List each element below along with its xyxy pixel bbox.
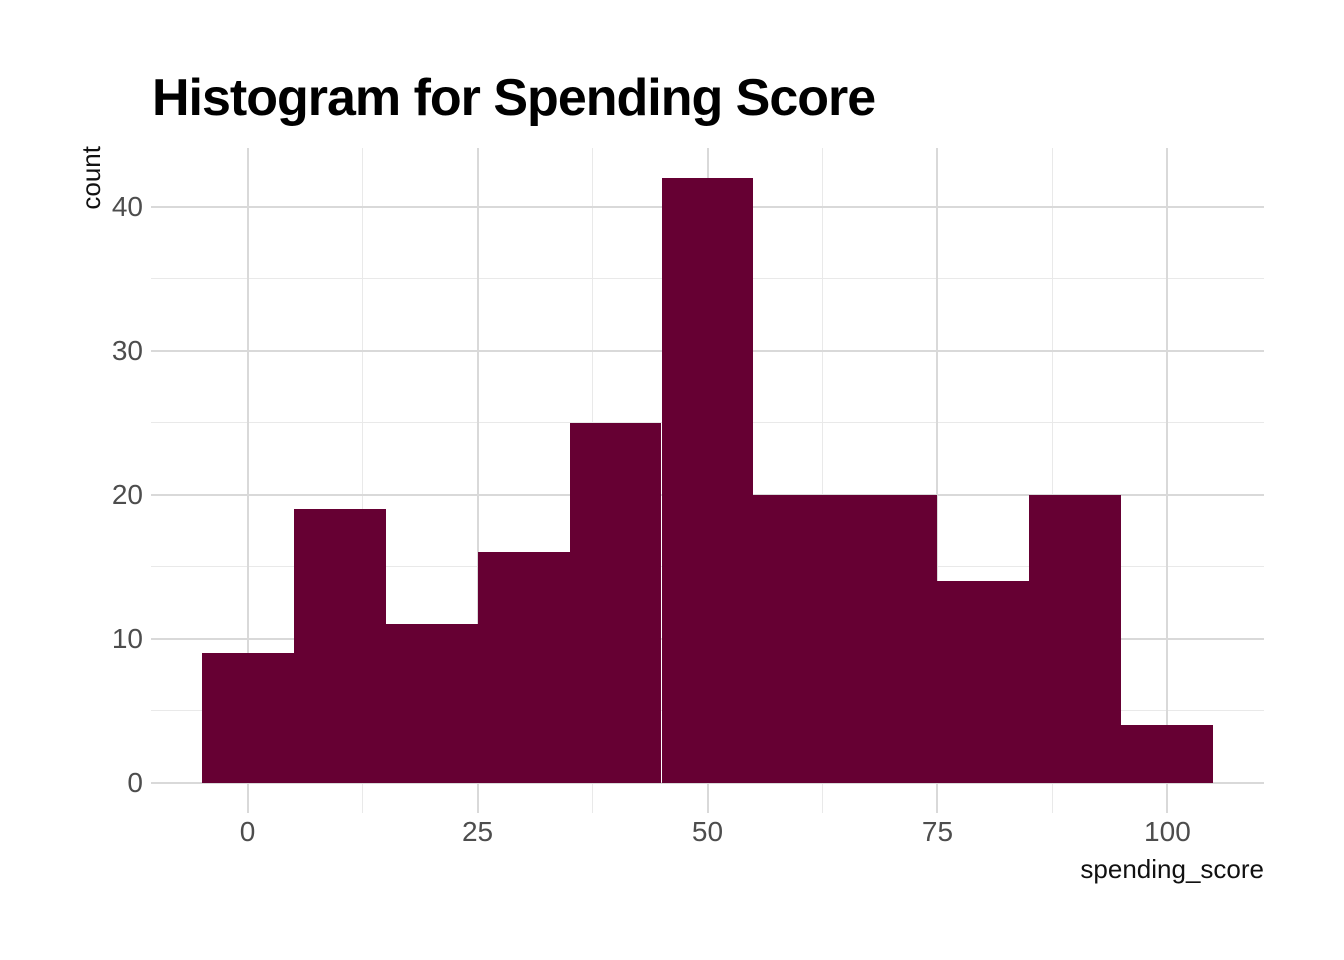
y-tick-label: 30 xyxy=(111,334,143,366)
y-tick-label: 0 xyxy=(127,766,143,798)
histogram-bar xyxy=(385,624,478,783)
x-minor-gridline xyxy=(1051,148,1053,813)
histogram-bar xyxy=(845,494,938,783)
x-axis-tick-labels: 0 25 50 75 100 xyxy=(151,818,1264,854)
x-major-gridline xyxy=(1166,148,1169,813)
x-major-gridline xyxy=(936,148,939,813)
chart-title: Histogram for Spending Score xyxy=(152,69,876,127)
histogram-bar xyxy=(569,422,662,783)
histogram-bar xyxy=(477,552,570,783)
histogram-bar xyxy=(201,653,294,783)
x-tick-label: 0 xyxy=(239,816,256,847)
x-tick-label: 100 xyxy=(1144,816,1191,847)
histogram-bar xyxy=(293,509,386,783)
x-tick-label: 50 xyxy=(691,816,724,847)
x-minor-gridline xyxy=(362,148,364,813)
x-major-gridline xyxy=(476,148,479,813)
x-minor-gridline xyxy=(821,148,823,813)
x-tick-label: 25 xyxy=(461,816,494,847)
x-major-gridline xyxy=(246,148,249,813)
histogram-bar xyxy=(1121,725,1214,783)
y-axis-tick-labels: 0 10 20 30 40 xyxy=(40,148,143,813)
plot-panel xyxy=(151,148,1264,813)
y-tick-label: 20 xyxy=(111,478,143,510)
y-tick-label: 10 xyxy=(111,622,143,654)
y-tick-label: 40 xyxy=(111,191,143,222)
histogram-bar xyxy=(937,581,1030,783)
histogram-bar xyxy=(1029,494,1122,783)
histogram-bar xyxy=(753,494,846,783)
histogram-bar xyxy=(661,178,754,783)
x-tick-label: 75 xyxy=(921,816,954,847)
x-axis-title: spending_score xyxy=(1080,854,1264,884)
